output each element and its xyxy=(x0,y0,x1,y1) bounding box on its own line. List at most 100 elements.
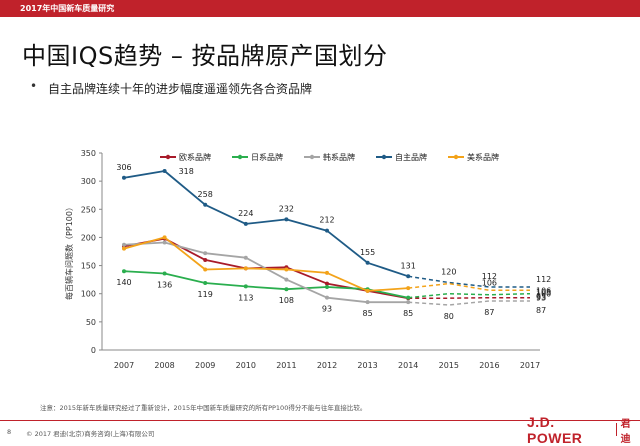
data-label: 224 xyxy=(238,209,253,218)
series-line-dashed xyxy=(408,282,530,292)
data-point xyxy=(325,295,329,300)
data-point xyxy=(406,300,411,305)
legend-marker xyxy=(453,154,459,160)
x-tick-label: 2015 xyxy=(439,361,459,370)
data-label: 85 xyxy=(363,309,373,318)
data-point xyxy=(243,255,248,260)
y-tick-label: 300 xyxy=(81,177,96,186)
data-point xyxy=(203,281,208,286)
data-point xyxy=(406,295,411,300)
y-axis-label: 每百辆车问题数（PP100） xyxy=(64,203,74,300)
data-point xyxy=(365,300,370,305)
series-line-dashed xyxy=(408,300,530,306)
data-label: 85 xyxy=(403,309,413,318)
data-point xyxy=(284,217,289,222)
data-label: 120 xyxy=(441,267,456,276)
page-number: 8 xyxy=(7,428,12,436)
footer-divider xyxy=(0,420,640,421)
data-point xyxy=(162,240,167,245)
data-label: 93 xyxy=(536,294,546,303)
logo-cn: 君迪 xyxy=(620,418,631,445)
data-point xyxy=(243,266,248,271)
data-label: 87 xyxy=(484,308,494,317)
legend-label: 日系品牌 xyxy=(251,152,283,162)
data-label: 80 xyxy=(444,312,454,321)
data-label: 136 xyxy=(157,280,172,289)
data-label: 100 xyxy=(536,290,551,299)
top-banner: 2017年中国新车质量研究 xyxy=(0,0,640,17)
legend-marker xyxy=(165,154,171,160)
y-tick-label: 250 xyxy=(81,205,96,214)
data-point xyxy=(122,246,126,251)
data-point xyxy=(203,251,208,256)
data-point xyxy=(122,269,126,274)
data-label: 93 xyxy=(322,305,332,314)
x-tick-label: 2007 xyxy=(114,361,134,370)
data-label: 87 xyxy=(536,306,546,315)
data-point xyxy=(122,175,126,180)
legend-marker xyxy=(309,154,315,160)
data-point xyxy=(284,287,289,292)
bullet-marker: • xyxy=(30,79,38,93)
legend-marker xyxy=(237,154,243,160)
x-tick-label: 2014 xyxy=(398,361,418,370)
data-point xyxy=(243,284,248,289)
bullet-text: 自主品牌连续十年的进步幅度遥遥领先各合资品牌 xyxy=(48,82,313,96)
data-label: 155 xyxy=(360,248,375,257)
data-point xyxy=(365,260,370,265)
logo-separator xyxy=(615,423,617,436)
y-tick-label: 150 xyxy=(81,262,96,271)
copyright: © 2017 君迪(北京)商务咨询(上海)有限公司 xyxy=(26,430,155,438)
y-tick-label: 50 xyxy=(86,318,96,327)
data-point xyxy=(325,284,329,289)
series-line xyxy=(123,170,409,278)
x-tick-label: 2011 xyxy=(276,361,296,370)
data-point xyxy=(325,281,329,286)
data-point xyxy=(243,221,248,226)
data-point xyxy=(406,274,411,279)
legend-marker xyxy=(381,154,387,160)
y-tick-label: 0 xyxy=(91,346,96,355)
legend-label: 欧系品牌 xyxy=(179,152,211,162)
data-label: 108 xyxy=(279,296,294,305)
data-point xyxy=(406,286,411,291)
series-line-dashed xyxy=(408,296,530,299)
data-label: 106 xyxy=(482,278,497,287)
data-label: 232 xyxy=(279,204,294,213)
legend-label: 自主品牌 xyxy=(395,152,427,162)
series-line-dashed xyxy=(408,275,530,288)
data-point xyxy=(122,242,126,247)
data-label: 140 xyxy=(116,278,131,287)
data-label: 113 xyxy=(238,293,253,302)
data-label: 119 xyxy=(198,290,213,299)
data-point xyxy=(203,267,208,272)
data-label: 318 xyxy=(179,167,194,176)
page-title: 中国IQS趋势 – 按品牌原产国划分 xyxy=(22,42,388,70)
iqs-trend-chart: 0 50 100 150 200 250 300 350 2007 2008 2009 2010 201… xyxy=(64,149,551,370)
x-tick-label: 2008 xyxy=(154,361,174,370)
jd-power-logo: J.D. POWER 君迪 xyxy=(527,414,640,446)
x-tick-label: 2016 xyxy=(479,361,499,370)
data-label: 131 xyxy=(401,261,416,270)
x-tick-label: 2009 xyxy=(195,361,215,370)
x-tick-label: 2010 xyxy=(236,361,256,370)
data-label: 212 xyxy=(319,216,334,225)
data-label: 106 xyxy=(536,286,551,295)
x-tick-label: 2017 xyxy=(520,361,540,370)
legend-label: 韩系品牌 xyxy=(323,152,355,162)
data-point xyxy=(162,235,167,240)
y-tick-label: 200 xyxy=(81,233,96,242)
data-point xyxy=(325,228,329,233)
data-label: 103 xyxy=(536,288,551,297)
x-tick-label: 2013 xyxy=(357,361,377,370)
data-point xyxy=(162,271,167,276)
logo-text: J.D. POWER xyxy=(527,413,583,446)
data-point xyxy=(162,169,167,174)
data-point xyxy=(203,202,208,207)
footnote: 注意：2015年新车质量研究经过了重新设计，2015年中国新车质量研究的所有PP… xyxy=(40,404,367,412)
data-label: 112 xyxy=(482,272,497,281)
data-label: 306 xyxy=(116,163,131,172)
data-point xyxy=(365,288,370,293)
series-line xyxy=(123,236,409,292)
data-point xyxy=(284,277,289,282)
